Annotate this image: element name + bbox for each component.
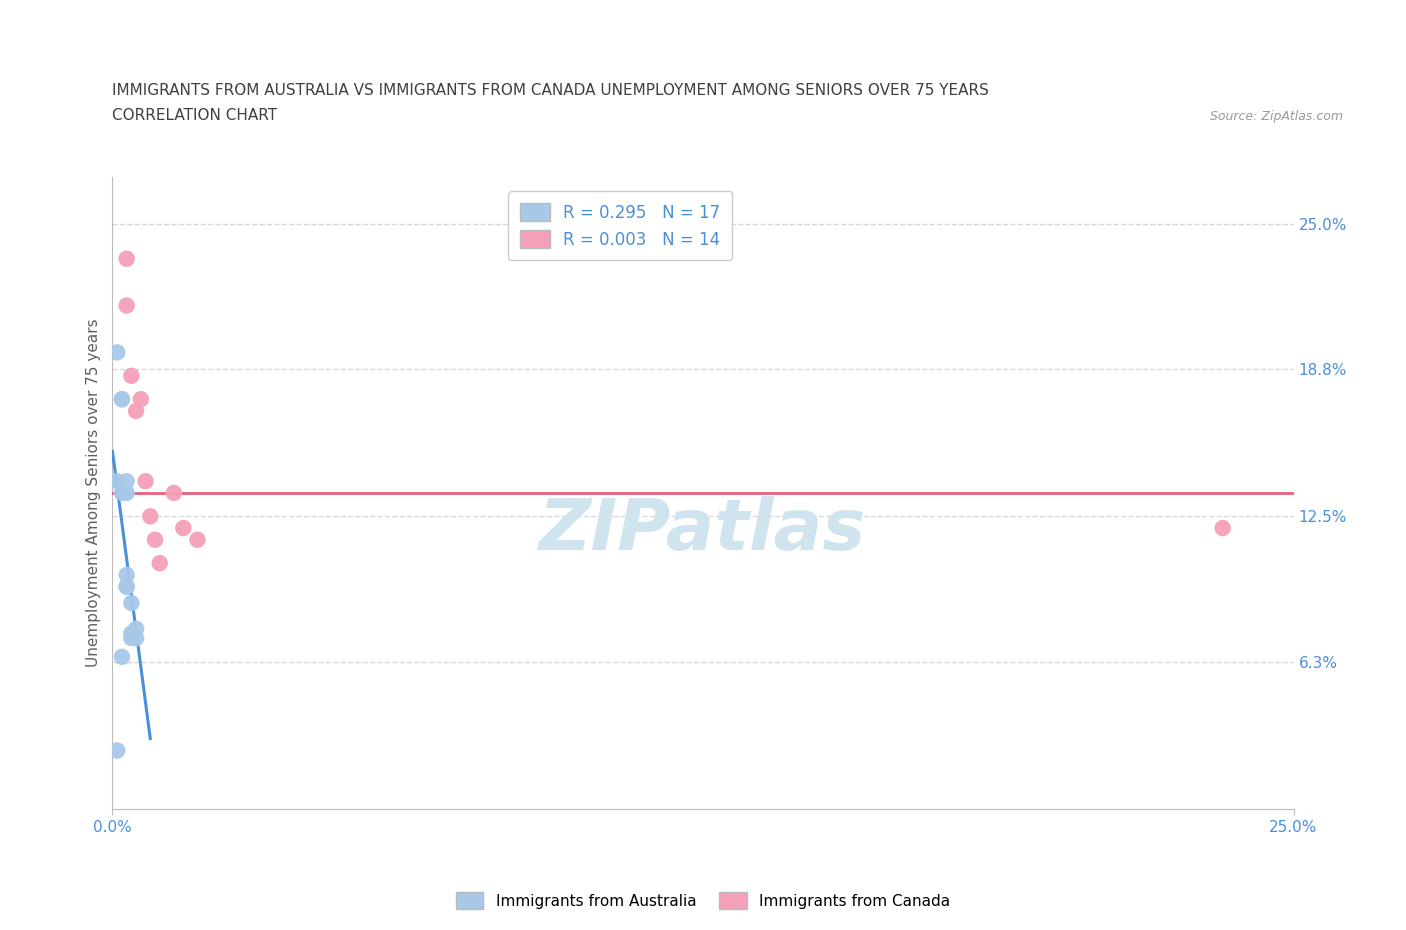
Text: CORRELATION CHART: CORRELATION CHART bbox=[112, 108, 277, 123]
Point bbox=[120, 626, 142, 641]
Point bbox=[115, 567, 138, 582]
Text: IMMIGRANTS FROM AUSTRALIA VS IMMIGRANTS FROM CANADA UNEMPLOYMENT AMONG SENIORS O: IMMIGRANTS FROM AUSTRALIA VS IMMIGRANTS … bbox=[112, 83, 990, 98]
Y-axis label: Unemployment Among Seniors over 75 years: Unemployment Among Seniors over 75 years bbox=[86, 319, 101, 667]
Point bbox=[186, 532, 208, 547]
Point bbox=[120, 631, 142, 645]
Point bbox=[115, 579, 138, 594]
Point bbox=[129, 392, 152, 406]
Point bbox=[125, 621, 148, 636]
Point bbox=[120, 595, 142, 610]
Point bbox=[111, 485, 134, 500]
Point bbox=[115, 299, 138, 313]
Point bbox=[105, 345, 128, 360]
Point bbox=[115, 579, 138, 594]
Point bbox=[105, 473, 128, 488]
Text: ZIPatlas: ZIPatlas bbox=[540, 497, 866, 565]
Point bbox=[139, 509, 162, 524]
Point bbox=[125, 631, 148, 645]
Point bbox=[125, 404, 148, 418]
Point bbox=[163, 485, 186, 500]
Point bbox=[115, 251, 138, 266]
Point bbox=[143, 532, 166, 547]
Legend: R = 0.295   N = 17, R = 0.003   N = 14: R = 0.295 N = 17, R = 0.003 N = 14 bbox=[509, 192, 733, 260]
Point bbox=[111, 649, 134, 664]
Text: Source: ZipAtlas.com: Source: ZipAtlas.com bbox=[1209, 110, 1343, 123]
Point bbox=[115, 485, 138, 500]
Point bbox=[120, 368, 142, 383]
Point bbox=[1212, 521, 1234, 536]
Point bbox=[115, 473, 138, 488]
Point bbox=[172, 521, 194, 536]
Legend: Immigrants from Australia, Immigrants from Canada: Immigrants from Australia, Immigrants fr… bbox=[450, 886, 956, 915]
Point bbox=[111, 392, 134, 406]
Point bbox=[149, 556, 172, 571]
Point bbox=[105, 743, 128, 758]
Point bbox=[111, 392, 134, 406]
Point bbox=[135, 473, 157, 488]
